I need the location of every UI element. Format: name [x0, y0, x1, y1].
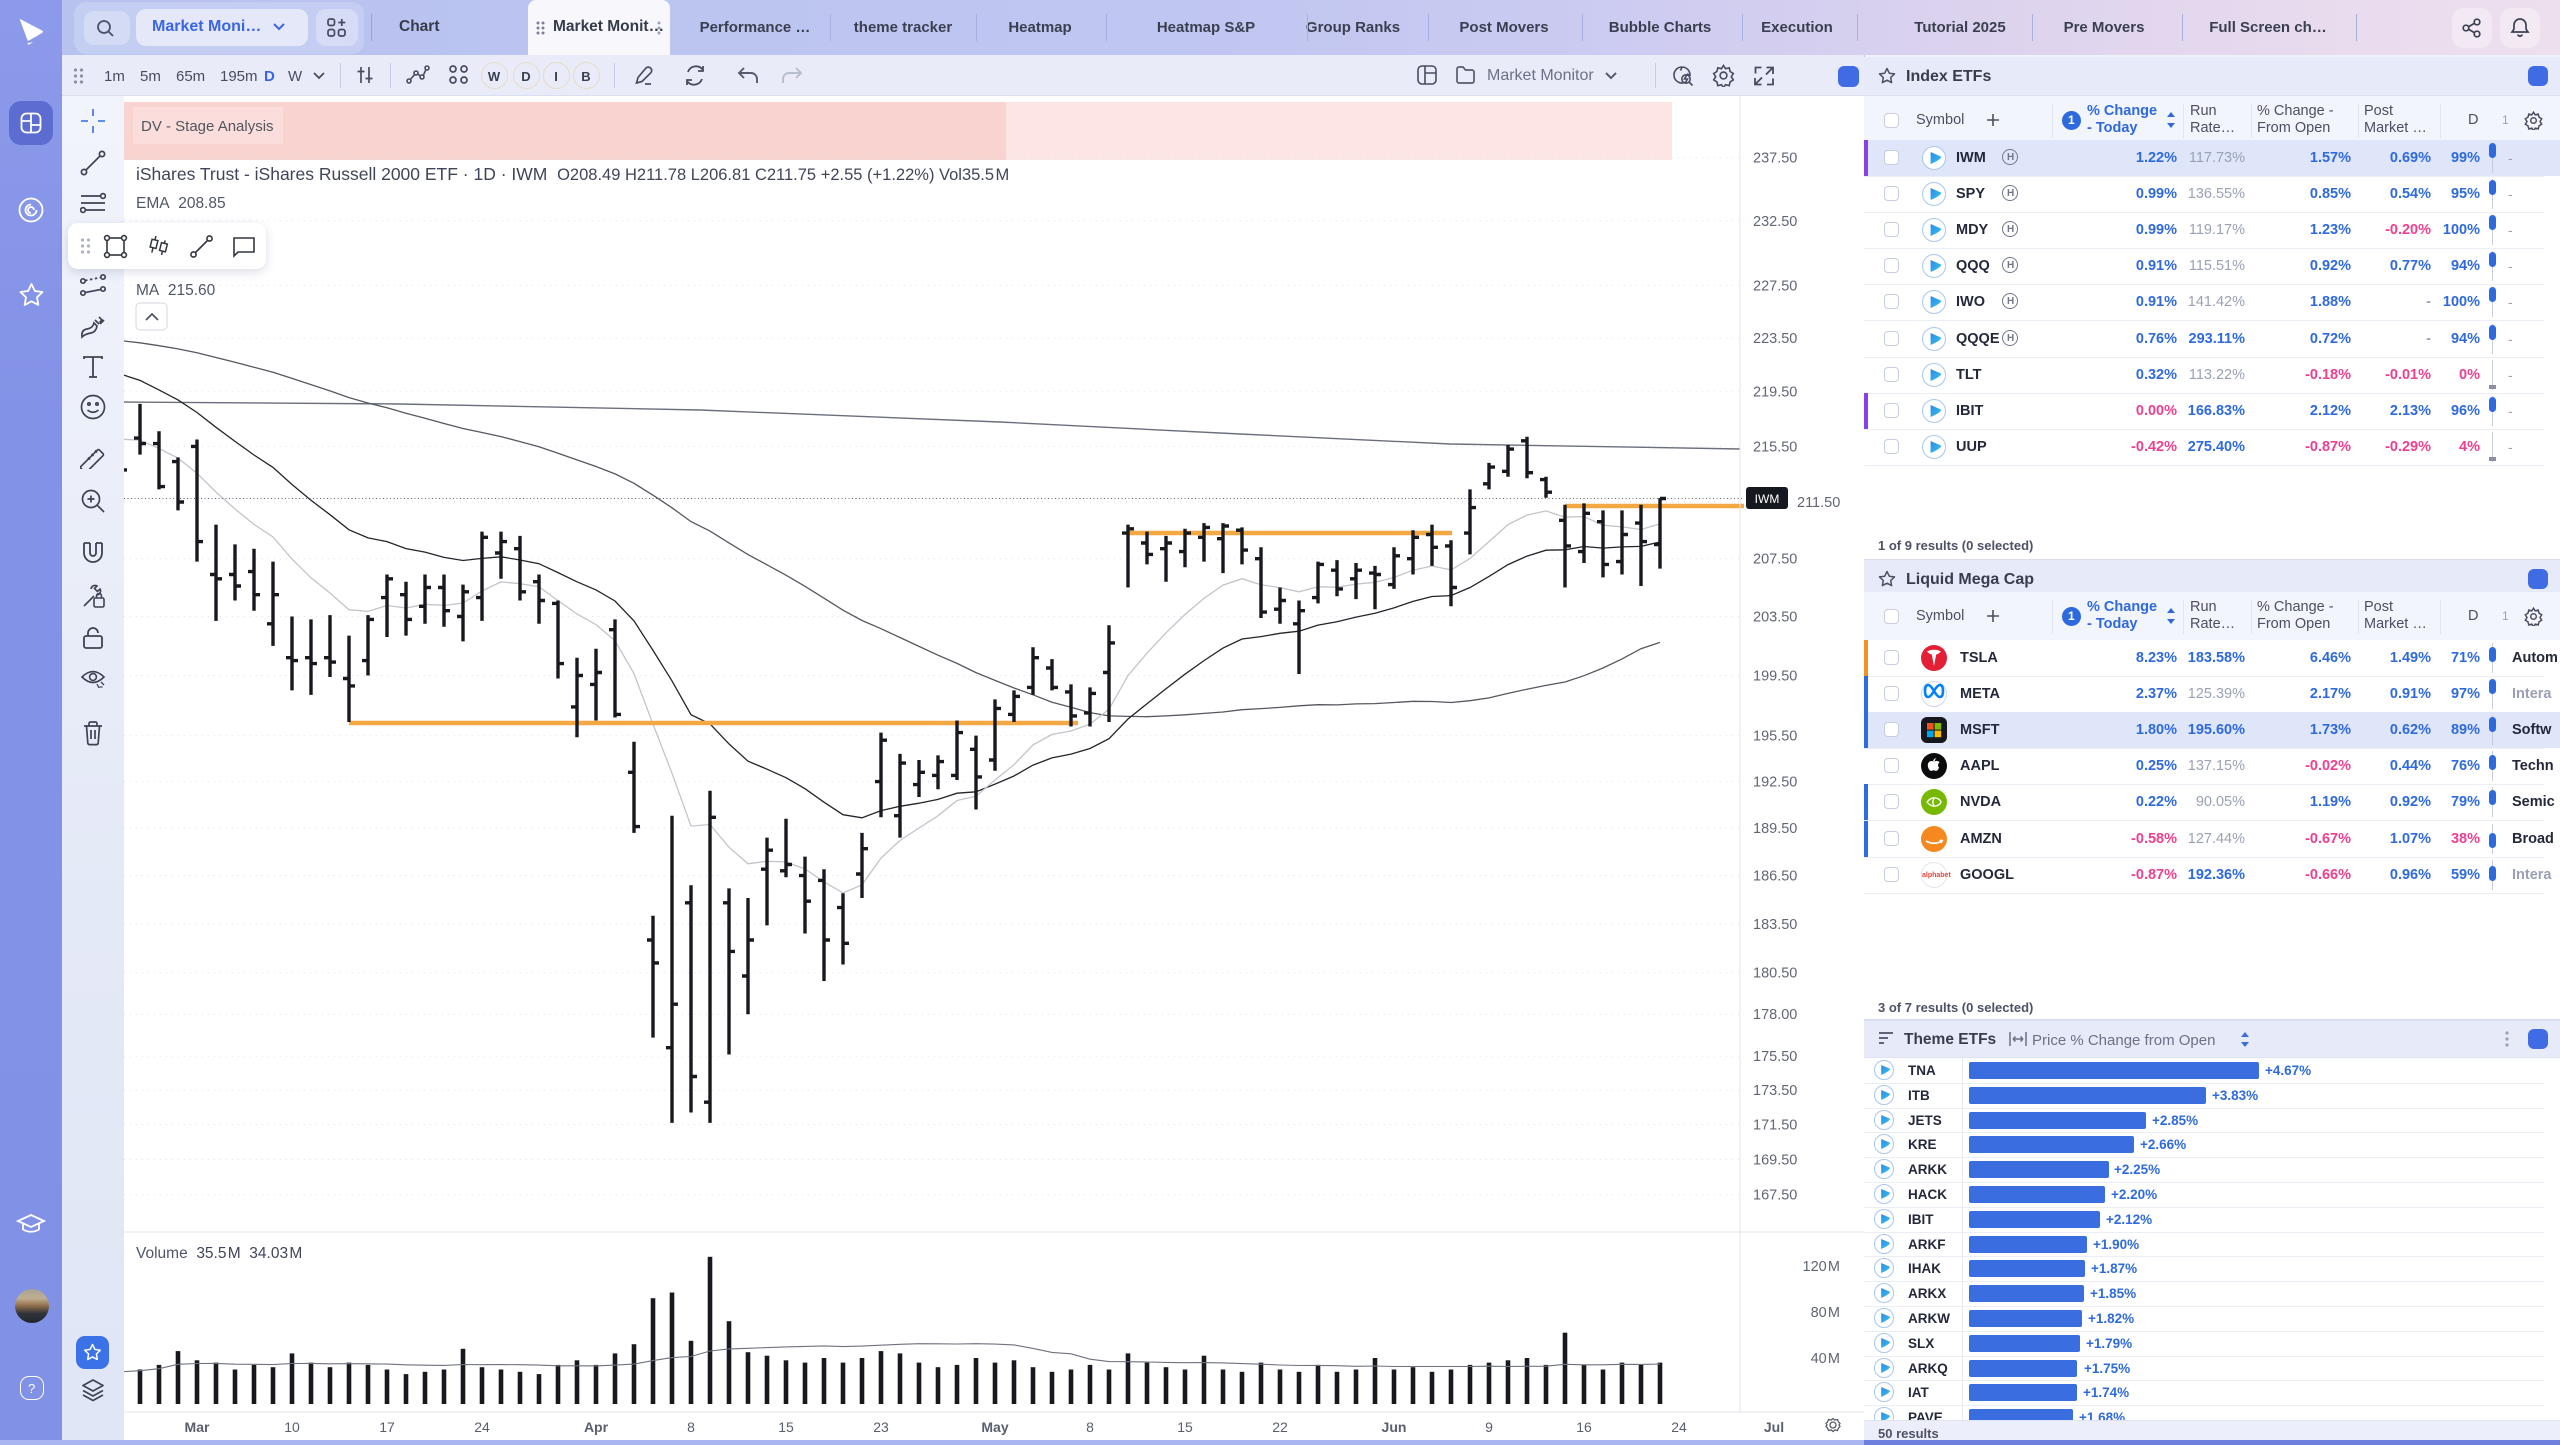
svg-text:Jul: Jul [1764, 1419, 1784, 1435]
svg-text:16: 16 [1576, 1419, 1592, 1435]
svg-text:223.50: 223.50 [1753, 331, 1797, 347]
svg-text:Jun: Jun [1382, 1419, 1407, 1435]
svg-text:120 M: 120 M [1803, 1259, 1840, 1275]
svg-text:189.50: 189.50 [1753, 821, 1797, 837]
svg-text:207.50: 207.50 [1753, 552, 1797, 568]
svg-text:24: 24 [1671, 1419, 1687, 1435]
svg-text:24: 24 [474, 1419, 490, 1435]
svg-text:167.50: 167.50 [1753, 1188, 1797, 1204]
svg-text:EMA 208.85: EMA 208.85 [136, 195, 226, 212]
svg-text:15: 15 [1177, 1419, 1193, 1435]
svg-text:211.50: 211.50 [1797, 495, 1840, 511]
svg-text:171.50: 171.50 [1753, 1118, 1797, 1134]
svg-text:Mar: Mar [185, 1419, 210, 1435]
svg-text:178.00: 178.00 [1753, 1007, 1797, 1023]
svg-text:22: 22 [1272, 1419, 1288, 1435]
svg-text:40 M: 40 M [1811, 1351, 1840, 1367]
svg-text:199.50: 199.50 [1753, 669, 1797, 685]
svg-text:219.50: 219.50 [1753, 385, 1797, 401]
svg-text:192.50: 192.50 [1753, 775, 1797, 791]
svg-text:186.50: 186.50 [1753, 869, 1797, 885]
svg-text:169.50: 169.50 [1753, 1153, 1797, 1169]
svg-text:23: 23 [873, 1419, 889, 1435]
svg-text:215.50: 215.50 [1753, 439, 1797, 455]
svg-text:175.50: 175.50 [1753, 1049, 1797, 1065]
svg-text:iShares Trust - iShares Russel: iShares Trust - iShares Russell 2000 ETF… [136, 164, 1009, 184]
svg-text:227.50: 227.50 [1753, 278, 1797, 294]
svg-text:237.50: 237.50 [1753, 151, 1797, 167]
svg-text:195.50: 195.50 [1753, 729, 1797, 745]
svg-text:DV - Stage Analysis: DV - Stage Analysis [141, 118, 274, 135]
svg-text:15: 15 [778, 1419, 794, 1435]
svg-text:17: 17 [379, 1419, 395, 1435]
svg-text:203.50: 203.50 [1753, 610, 1797, 626]
svg-text:Apr: Apr [584, 1419, 609, 1435]
svg-text:May: May [981, 1419, 1008, 1435]
svg-text:Volume 35.5 M 34.03 M: Volume 35.5 M 34.03 M [136, 1245, 302, 1262]
svg-text:80 M: 80 M [1811, 1305, 1840, 1321]
svg-text:232.50: 232.50 [1753, 214, 1797, 230]
svg-text:173.50: 173.50 [1753, 1083, 1797, 1099]
svg-text:8: 8 [1086, 1419, 1094, 1435]
svg-text:IWM: IWM [1755, 492, 1780, 506]
svg-text:180.50: 180.50 [1753, 966, 1797, 982]
svg-text:8: 8 [687, 1419, 695, 1435]
svg-text:183.50: 183.50 [1753, 917, 1797, 933]
svg-text:MA 215.60: MA 215.60 [136, 282, 216, 299]
svg-text:10: 10 [284, 1419, 300, 1435]
svg-text:9: 9 [1485, 1419, 1493, 1435]
